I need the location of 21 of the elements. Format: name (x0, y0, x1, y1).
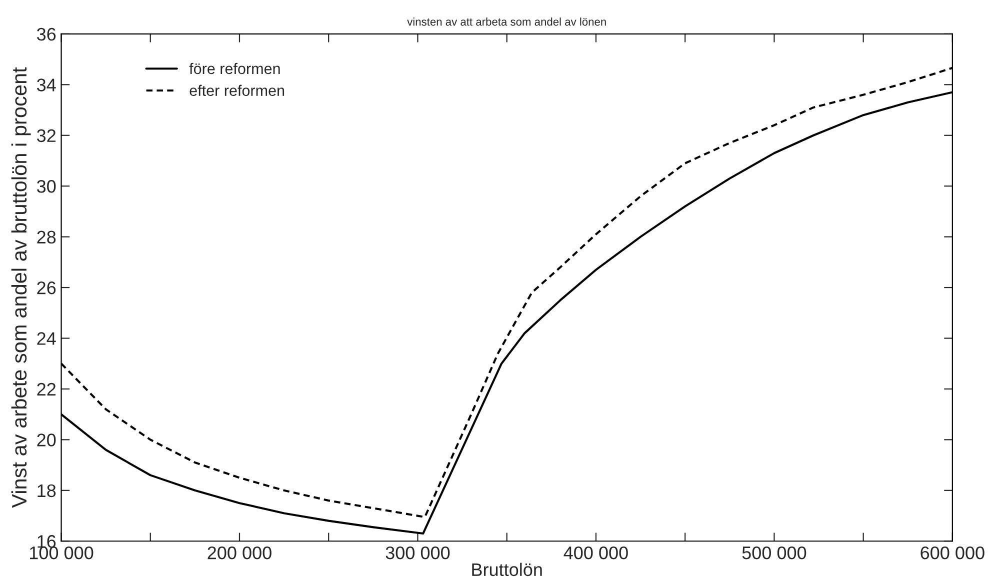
legend-label: före reformen (189, 62, 280, 74)
legend-label: efter reformen (190, 84, 284, 96)
y-tick-label: 22 (37, 382, 56, 396)
x-tick-label: 200 000 (208, 546, 272, 560)
x-tick-label: 100 000 (30, 546, 94, 560)
y-tick-label: 26 (37, 281, 56, 294)
y-axis-title: Vinst av arbete som andel av bruttolön i procent (11, 67, 31, 508)
y-tick-label: 30 (37, 180, 56, 193)
y-tick-label: 32 (37, 129, 56, 142)
x-axis-title: Bruttolön (472, 562, 542, 576)
y-tick-label: 34 (37, 78, 56, 92)
x-tick-label: 600 000 (920, 546, 984, 560)
y-tick-label: 20 (37, 434, 56, 446)
x-tick-label: 400 000 (564, 546, 628, 560)
y-tick-label: 36 (37, 28, 56, 41)
y-tick-label: 18 (38, 484, 56, 498)
chart-title: vinsten av att arbeta som andel av lönen (407, 18, 606, 26)
x-tick-label: 500 000 (742, 546, 806, 560)
y-tick-label: 24 (37, 332, 56, 345)
y-tick-label: 28 (37, 230, 56, 244)
x-tick-label: 300 000 (386, 546, 450, 560)
